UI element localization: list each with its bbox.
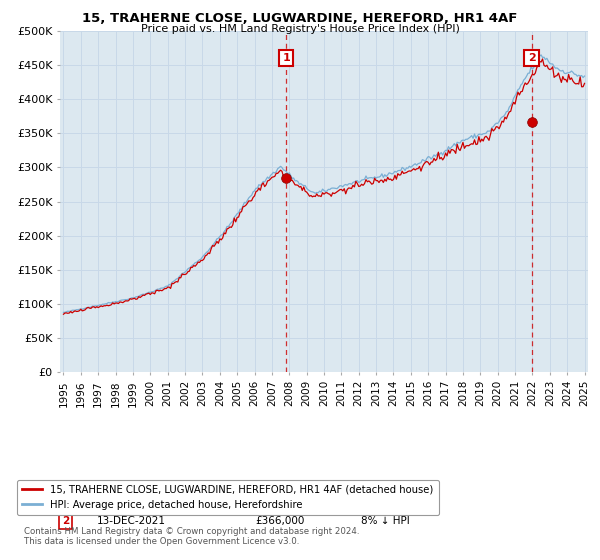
Text: Price paid vs. HM Land Registry's House Price Index (HPI): Price paid vs. HM Land Registry's House … xyxy=(140,24,460,34)
Text: 13-DEC-2021: 13-DEC-2021 xyxy=(97,516,166,526)
Text: £285,000: £285,000 xyxy=(256,489,305,498)
Text: 24-OCT-2007: 24-OCT-2007 xyxy=(97,489,165,498)
Text: 15, TRAHERNE CLOSE, LUGWARDINE, HEREFORD, HR1 4AF: 15, TRAHERNE CLOSE, LUGWARDINE, HEREFORD… xyxy=(82,12,518,25)
Text: 3% ↓ HPI: 3% ↓ HPI xyxy=(361,489,410,498)
Text: Contains HM Land Registry data © Crown copyright and database right 2024.
This d: Contains HM Land Registry data © Crown c… xyxy=(24,526,359,546)
Text: 8% ↓ HPI: 8% ↓ HPI xyxy=(361,516,410,526)
Text: 2: 2 xyxy=(62,516,69,526)
Legend: 15, TRAHERNE CLOSE, LUGWARDINE, HEREFORD, HR1 4AF (detached house), HPI: Average: 15, TRAHERNE CLOSE, LUGWARDINE, HEREFORD… xyxy=(17,480,439,515)
Text: 2: 2 xyxy=(527,53,535,63)
Text: 1: 1 xyxy=(62,489,69,498)
Text: 1: 1 xyxy=(282,53,290,63)
Text: £366,000: £366,000 xyxy=(256,516,305,526)
